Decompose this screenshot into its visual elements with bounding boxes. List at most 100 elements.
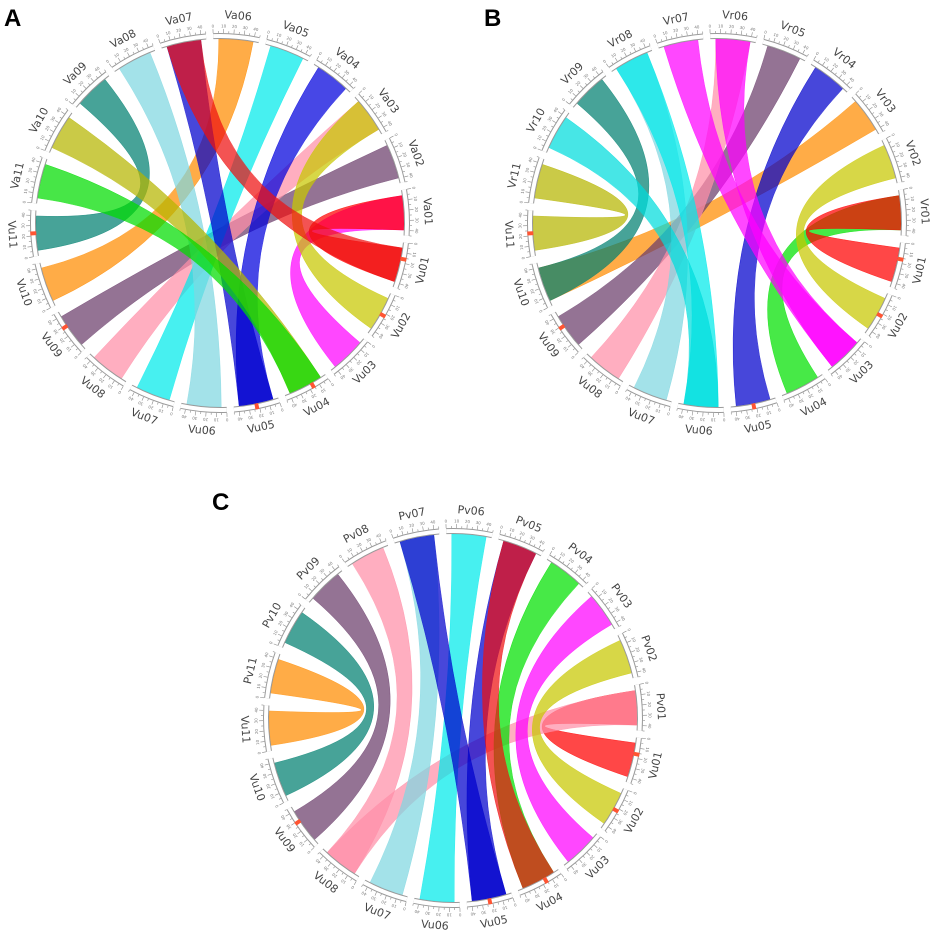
- tick-mark: [865, 103, 868, 106]
- tick-mark: [303, 839, 308, 843]
- chromosome-fill-vu01: [890, 242, 905, 289]
- tick-mark: [379, 538, 382, 543]
- chromosome-fill-vr07: [657, 34, 704, 48]
- tick-mark: [691, 411, 693, 416]
- highlight-region: [612, 807, 620, 814]
- tick-mark: [398, 155, 403, 158]
- chromosome-fill-vu04: [782, 374, 825, 400]
- tick-label: 0: [117, 389, 122, 395]
- tick-mark: [104, 69, 106, 72]
- tick-label: 10: [298, 840, 305, 847]
- tick-mark: [62, 332, 65, 334]
- tick-label: 30: [580, 861, 587, 868]
- chromosome-fill-vu06: [677, 403, 724, 412]
- tick-mark: [802, 392, 805, 395]
- tick-mark: [336, 869, 340, 874]
- tick-label: 20: [380, 899, 387, 906]
- tick-label: 40: [470, 911, 476, 917]
- tick-label: 30: [49, 115, 56, 122]
- tick-mark: [681, 409, 683, 414]
- tick-mark: [575, 569, 579, 573]
- tick-mark: [898, 165, 903, 168]
- link-vr10-vu06: [548, 117, 719, 408]
- tick-mark: [328, 571, 331, 573]
- tick-label: 40: [237, 416, 243, 422]
- tick-mark: [843, 364, 847, 368]
- tick-mark: [297, 831, 301, 835]
- tick-mark: [820, 381, 823, 384]
- tick-mark: [404, 902, 407, 907]
- tick-label: 0: [169, 411, 173, 417]
- tick-label: 10: [413, 196, 419, 202]
- tick-label: 0: [105, 58, 110, 64]
- tick-mark: [614, 818, 618, 821]
- tick-mark: [635, 768, 640, 771]
- tick-label: 0: [338, 553, 343, 559]
- tick-mark: [361, 884, 363, 887]
- tick-mark: [300, 49, 303, 52]
- tick-label: 30: [186, 25, 192, 31]
- tick-label: 30: [85, 72, 92, 79]
- tick-mark: [55, 120, 59, 123]
- tick-label: 30: [614, 606, 621, 613]
- tick-mark: [374, 891, 377, 896]
- highlight-region: [294, 819, 302, 826]
- tick-mark: [509, 532, 512, 537]
- tick-label: 0: [910, 242, 915, 246]
- tick-label: 40: [127, 395, 134, 402]
- chromosome-label-vu11: Vu11: [5, 220, 20, 248]
- chromosome-label-vu08: Vu08: [78, 374, 108, 401]
- tick-mark: [583, 361, 588, 365]
- tick-mark: [538, 298, 543, 301]
- tick-mark: [333, 67, 337, 72]
- tick-mark: [872, 331, 876, 335]
- tick-mark: [571, 866, 575, 870]
- tick-mark: [44, 144, 47, 146]
- tick-mark: [579, 85, 584, 89]
- tick-mark: [95, 76, 98, 78]
- chromosome-va07: 0 10 20 30 40 Va07: [156, 10, 207, 49]
- tick-mark: [341, 872, 344, 875]
- chromosome-label-vu03: Vu03: [350, 358, 379, 387]
- tick-mark: [597, 371, 599, 374]
- tick-mark: [547, 882, 550, 885]
- tick-mark: [422, 526, 424, 531]
- tick-mark: [316, 55, 320, 60]
- tick-label: 20: [355, 359, 362, 366]
- tick-mark: [282, 630, 285, 632]
- tick-mark: [388, 309, 391, 311]
- tick-mark: [811, 387, 814, 390]
- tick-label: 10: [533, 298, 540, 305]
- tick-mark: [383, 318, 386, 321]
- tick-mark: [633, 47, 636, 52]
- tick-mark: [194, 411, 196, 416]
- tick-label: 30: [242, 25, 248, 31]
- chromosome-label-pv01: Pv01: [653, 693, 667, 721]
- tick-mark: [839, 74, 843, 78]
- tick-mark: [638, 396, 641, 401]
- chromosome-fill-vr01: [899, 189, 906, 236]
- tick-mark: [899, 273, 904, 276]
- tick-label: 10: [823, 56, 830, 63]
- tick-label: 30: [381, 111, 388, 118]
- tick-label: 20: [408, 522, 414, 528]
- tick-mark: [295, 827, 298, 829]
- tick-mark: [100, 371, 102, 374]
- tick-mark: [558, 111, 562, 115]
- tick-mark: [136, 47, 139, 52]
- tick-mark: [614, 383, 616, 386]
- tick-mark: [98, 71, 102, 75]
- tick-label: 40: [836, 373, 843, 380]
- tick-mark: [277, 639, 280, 641]
- chromosome-fill-vu01: [393, 242, 408, 289]
- tick-mark: [888, 304, 893, 308]
- tick-mark: [629, 51, 632, 54]
- tick-label: 20: [258, 672, 264, 678]
- tick-mark: [384, 895, 387, 900]
- chromosome-fill-vr02: [882, 138, 902, 184]
- tick-mark: [291, 45, 293, 48]
- tick-label: 0: [513, 902, 517, 908]
- tick-mark: [586, 581, 589, 584]
